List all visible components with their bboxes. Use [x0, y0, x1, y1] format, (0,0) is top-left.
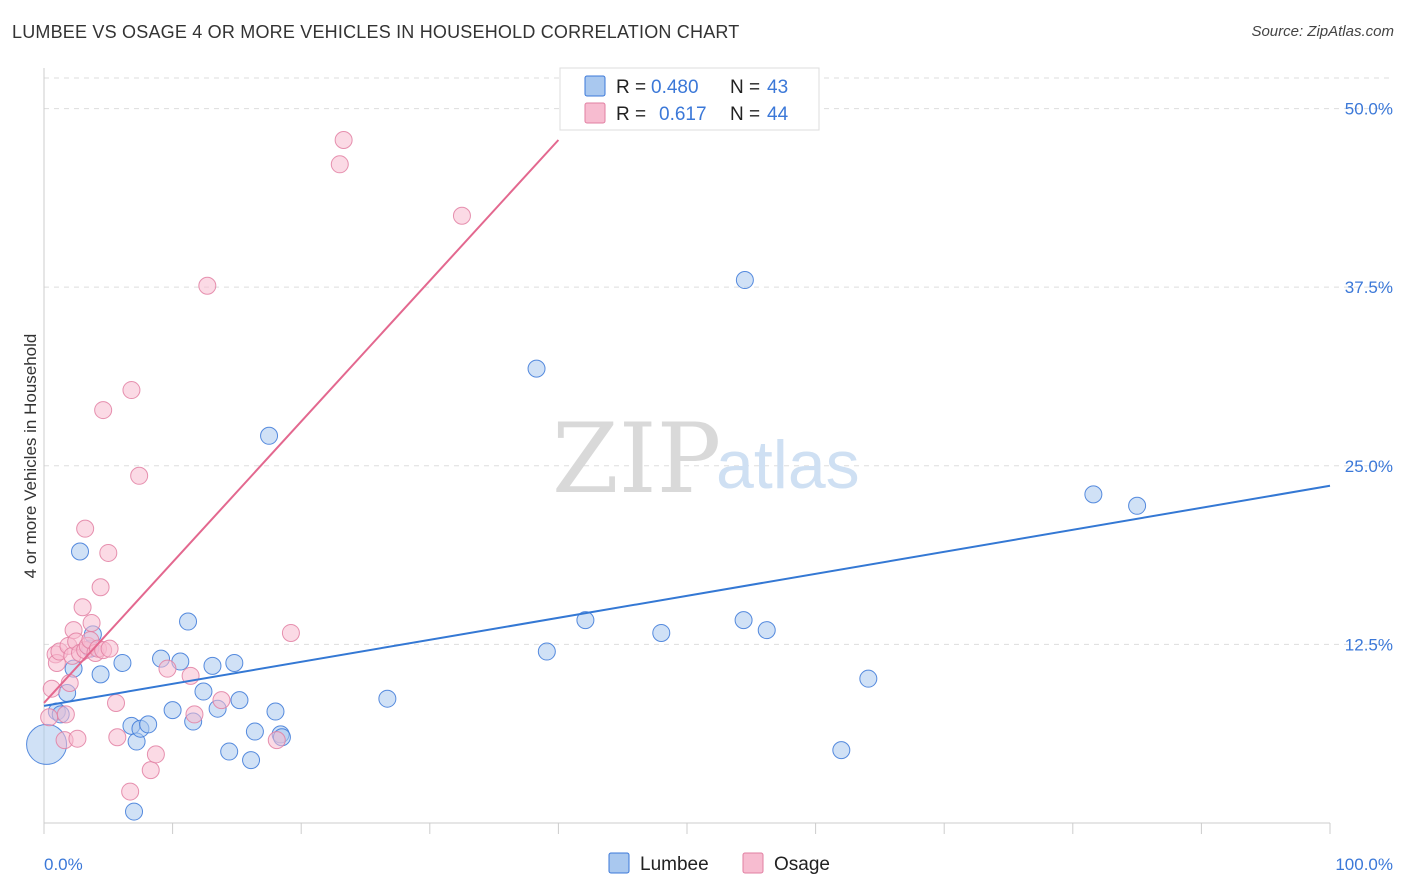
- osage-point: [40, 708, 59, 727]
- osage-point: [267, 731, 286, 750]
- watermark-atlas: atlas: [716, 427, 860, 503]
- osage-point: [334, 131, 353, 150]
- lumbee-point: [378, 689, 397, 708]
- osage-point: [330, 155, 349, 174]
- osage-point: [68, 729, 87, 748]
- legend-r-value-osage: 0.617: [659, 104, 707, 125]
- lumbee-point: [757, 621, 776, 640]
- series-legend: Lumbee Osage: [608, 852, 830, 875]
- lumbee-point: [859, 669, 878, 688]
- y-tick-labels: 12.5% 25.0% 37.5% 50.0%: [1345, 100, 1393, 655]
- osage-point: [185, 705, 204, 724]
- legend-r-label-lumbee: R =: [616, 77, 646, 98]
- osage-point: [100, 639, 119, 658]
- osage-point: [73, 598, 92, 617]
- osage-point: [121, 782, 140, 801]
- grid: [44, 77, 1394, 645]
- osage-point: [452, 206, 471, 225]
- osage-point: [212, 691, 231, 710]
- stats-legend: R = 0.480 N = 43 R = 0.617 N = 44: [559, 67, 820, 131]
- x-tick-label: 0.0%: [44, 855, 83, 874]
- source-label: Source: ZipAtlas.com: [1251, 23, 1394, 40]
- lumbee-point: [230, 691, 249, 710]
- bottom-legend-swatch-osage: [742, 852, 764, 874]
- watermark-zip: ZIP: [552, 403, 721, 515]
- legend-swatch-lumbee: [584, 75, 606, 97]
- osage-point: [76, 519, 95, 538]
- series-lumbee-points: [26, 271, 1147, 821]
- osage-point: [146, 745, 165, 764]
- legend-n-value-osage: 44: [767, 104, 789, 125]
- y-tick-label: 50.0%: [1345, 100, 1393, 119]
- lumbee-point: [832, 741, 851, 760]
- lumbee-point: [735, 271, 754, 290]
- osage-point: [130, 466, 149, 485]
- y-tick-label: 25.0%: [1345, 457, 1393, 476]
- legend-swatch-osage: [584, 102, 606, 124]
- osage-point: [82, 613, 101, 632]
- x-ticks: [43, 823, 1331, 834]
- x-tick-label: 100.0%: [1335, 855, 1393, 874]
- lumbee-point: [242, 751, 261, 770]
- osage-point: [91, 578, 110, 597]
- osage-point: [108, 728, 127, 747]
- x-tick-labels: 0.0% 100.0%: [44, 855, 1393, 874]
- bottom-legend-label-lumbee: Lumbee: [640, 854, 709, 875]
- y-tick-label: 12.5%: [1345, 635, 1393, 654]
- watermark: ZIP atlas: [552, 403, 860, 515]
- osage-point: [281, 623, 300, 642]
- lumbee-point: [71, 542, 90, 561]
- legend-n-value-lumbee: 43: [767, 77, 788, 98]
- y-axis-label: 4 or more Vehicles in Household: [21, 334, 40, 579]
- lumbee-point: [260, 426, 279, 445]
- trend-line-osage: [43, 139, 560, 704]
- lumbee-point: [125, 802, 144, 821]
- lumbee-point: [266, 702, 285, 721]
- legend-r-label-osage: R =: [616, 104, 646, 125]
- legend-r-value-lumbee: 0.480: [651, 77, 699, 98]
- osage-point: [107, 693, 126, 712]
- legend-n-label-osage: N =: [730, 104, 760, 125]
- lumbee-point: [194, 682, 213, 701]
- bottom-legend-swatch-lumbee: [608, 852, 630, 874]
- lumbee-point: [225, 653, 244, 672]
- lumbee-point: [245, 722, 264, 741]
- osage-point: [122, 381, 141, 400]
- lumbee-point: [537, 642, 556, 661]
- lumbee-point: [1084, 485, 1103, 504]
- bottom-legend-label-osage: Osage: [774, 854, 830, 875]
- osage-point: [56, 705, 75, 724]
- lumbee-point: [734, 611, 753, 630]
- osage-point: [94, 401, 113, 420]
- lumbee-point: [527, 359, 546, 378]
- osage-point: [198, 276, 217, 295]
- lumbee-point: [139, 715, 158, 734]
- osage-point: [60, 673, 79, 692]
- osage-point: [42, 679, 61, 698]
- chart-title: LUMBEE VS OSAGE 4 OR MORE VEHICLES IN HO…: [12, 22, 740, 42]
- lumbee-point: [113, 653, 132, 672]
- lumbee-point: [576, 611, 595, 630]
- legend-n-label-lumbee: N =: [730, 77, 760, 98]
- osage-point: [158, 659, 177, 678]
- osage-point: [141, 761, 160, 780]
- trend-line-lumbee: [43, 484, 1331, 707]
- lumbee-point: [1128, 496, 1147, 515]
- lumbee-point: [163, 701, 182, 720]
- osage-point: [99, 543, 118, 562]
- lumbee-point: [220, 742, 239, 761]
- y-tick-label: 37.5%: [1345, 278, 1393, 297]
- lumbee-point: [203, 656, 222, 675]
- lumbee-point: [179, 612, 198, 631]
- lumbee-point: [91, 665, 110, 684]
- lumbee-point: [652, 623, 671, 642]
